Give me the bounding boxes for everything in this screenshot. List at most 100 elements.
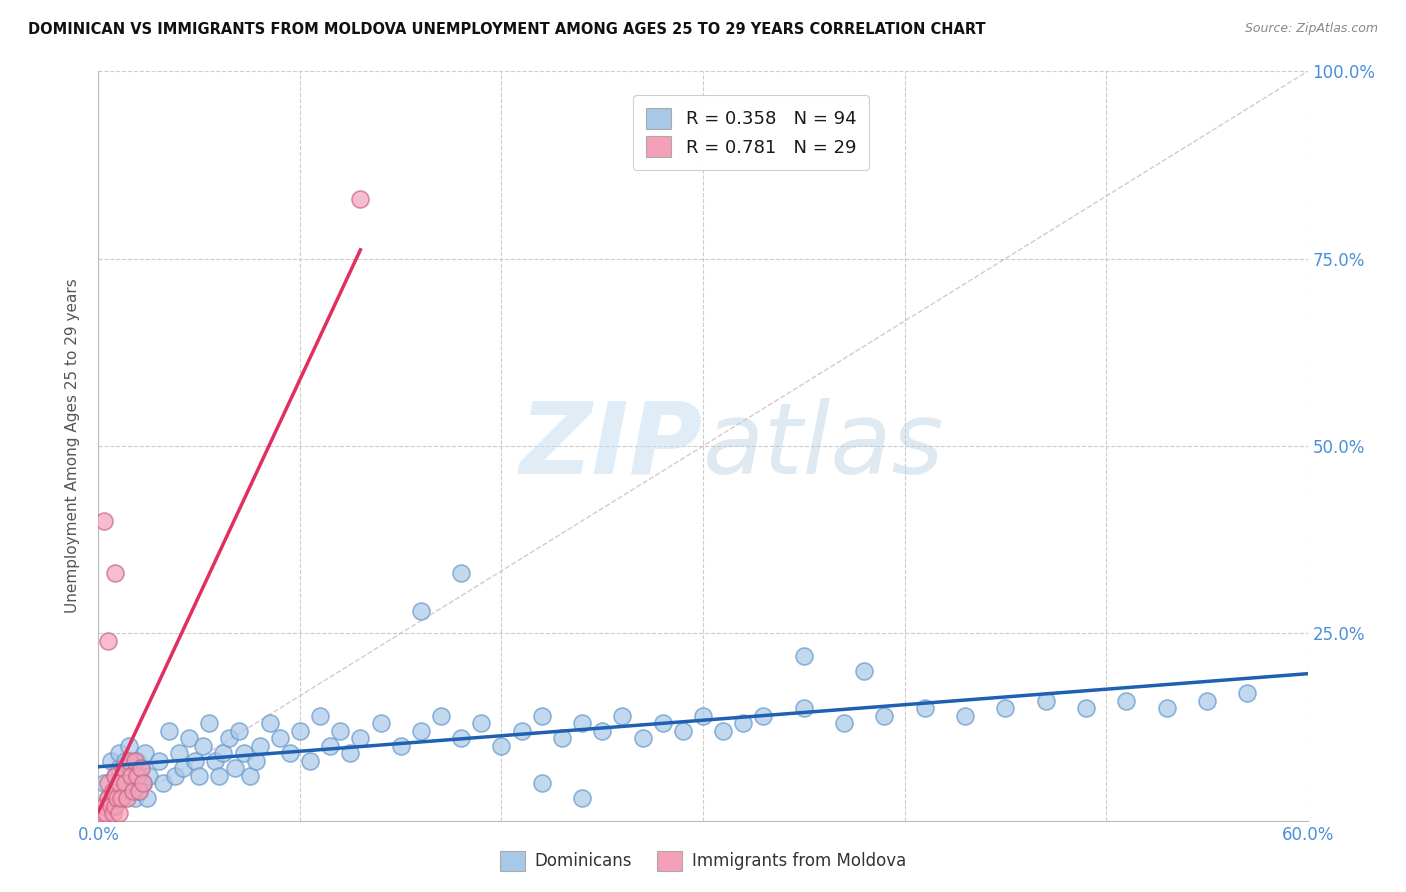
Point (97, 791, 120, 805)
Point (245, 754, 267, 768)
Point (163, 769, 186, 783)
Point (101, 798, 124, 813)
Point (103, 769, 125, 783)
Point (711, 723, 734, 738)
Point (409, 723, 432, 738)
Point (793, 648, 815, 663)
Point (129, 761, 152, 775)
Point (124, 754, 146, 768)
Point (111, 791, 134, 805)
Point (491, 739, 513, 753)
Point (651, 716, 673, 731)
Point (115, 769, 138, 783)
Point (97, 791, 120, 805)
Point (172, 761, 194, 775)
Point (120, 761, 142, 775)
Point (121, 783, 143, 797)
Point (132, 776, 155, 790)
Point (752, 708, 775, 723)
Point (110, 776, 132, 790)
Point (692, 708, 714, 723)
Point (530, 708, 553, 723)
Point (329, 723, 352, 738)
Point (349, 731, 371, 746)
Point (97, 776, 120, 790)
Text: Source: ZipAtlas.com: Source: ZipAtlas.com (1244, 22, 1378, 36)
Point (249, 739, 271, 753)
Point (1035, 694, 1057, 708)
Point (107, 746, 129, 760)
Point (591, 723, 613, 738)
Point (124, 791, 146, 805)
Point (188, 769, 211, 783)
Point (370, 716, 392, 731)
Point (114, 754, 136, 768)
Point (115, 791, 138, 805)
Point (349, 192, 371, 206)
Point (1156, 701, 1178, 715)
Point (631, 731, 654, 746)
Point (103, 566, 125, 581)
Point (278, 746, 301, 760)
Point (228, 723, 250, 738)
Point (96, 806, 118, 821)
Point (148, 754, 170, 768)
Point (93, 798, 115, 813)
Point (132, 776, 155, 790)
Point (125, 754, 148, 768)
Point (204, 754, 226, 768)
Point (100, 754, 122, 768)
Point (914, 701, 936, 715)
Point (793, 701, 815, 715)
Point (319, 739, 342, 753)
Point (309, 708, 332, 723)
Point (138, 769, 160, 783)
Point (953, 708, 976, 723)
Point (239, 769, 262, 783)
Point (118, 783, 141, 797)
Point (470, 716, 492, 731)
Point (430, 708, 453, 723)
Point (259, 716, 281, 731)
Point (184, 754, 207, 768)
Point (93, 776, 115, 790)
Point (269, 731, 291, 746)
Point (107, 761, 129, 775)
Point (128, 769, 150, 783)
Point (873, 708, 896, 723)
Point (128, 783, 150, 797)
Point (339, 746, 361, 760)
Text: ZIP: ZIP (520, 398, 703, 494)
Point (224, 761, 246, 775)
Point (107, 776, 129, 790)
Point (409, 604, 432, 618)
Point (114, 776, 136, 790)
Point (134, 746, 156, 760)
Point (100, 798, 122, 813)
Point (218, 731, 240, 746)
Point (103, 798, 125, 813)
Legend: R = 0.358   N = 94, R = 0.781   N = 29: R = 0.358 N = 94, R = 0.781 N = 29 (634, 95, 869, 169)
Point (1074, 701, 1097, 715)
Point (571, 716, 593, 731)
Point (105, 791, 128, 805)
Point (530, 776, 553, 790)
Point (157, 723, 180, 738)
Point (91, 806, 114, 821)
Point (510, 723, 533, 738)
Point (97, 633, 120, 648)
Point (193, 739, 215, 753)
Point (571, 791, 593, 805)
Point (1236, 686, 1258, 700)
Point (101, 783, 124, 797)
Point (152, 776, 174, 790)
Point (93, 514, 115, 528)
Point (232, 746, 254, 760)
Point (101, 806, 124, 821)
Point (733, 716, 755, 731)
Point (125, 769, 148, 783)
Point (135, 791, 157, 805)
Point (551, 731, 574, 746)
Point (450, 731, 472, 746)
Point (612, 708, 634, 723)
